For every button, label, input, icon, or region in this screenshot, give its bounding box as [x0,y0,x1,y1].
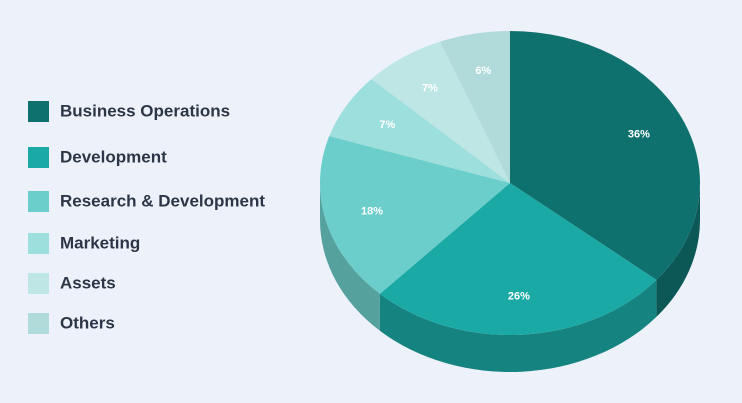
slice-side [656,183,700,317]
slice [379,183,657,335]
legend-label: Others [60,313,115,332]
slice-side [320,183,380,331]
pie-tops [320,31,700,335]
slice [440,31,510,183]
slice-side [379,279,657,372]
data-label: 7% [422,83,438,95]
data-label: 6% [475,65,491,77]
legend: Business Operations Development Research &… [28,101,265,334]
legend-swatch [28,191,49,212]
legend-label: Marketing [60,233,140,252]
slice [510,31,700,280]
data-label: 7% [379,119,395,131]
legend-swatch [28,101,49,122]
data-label: 26% [508,291,530,303]
legend-label: Assets [60,273,116,292]
data-label: 18% [361,205,383,217]
legend-swatch [28,233,49,254]
slice [329,78,510,183]
legend-swatch [28,147,49,168]
pie-sides [320,183,700,372]
slice [320,136,510,294]
legend-label: Development [60,147,167,166]
legend-label: Business Operations [60,101,230,120]
data-labels: 36% 26% 18% 7% 7% 6% [361,65,650,303]
legend-swatch [28,313,49,334]
data-label: 36% [628,128,650,140]
slice [371,41,510,183]
legend-label: Research & Development [60,191,265,210]
legend-swatch [28,273,49,294]
